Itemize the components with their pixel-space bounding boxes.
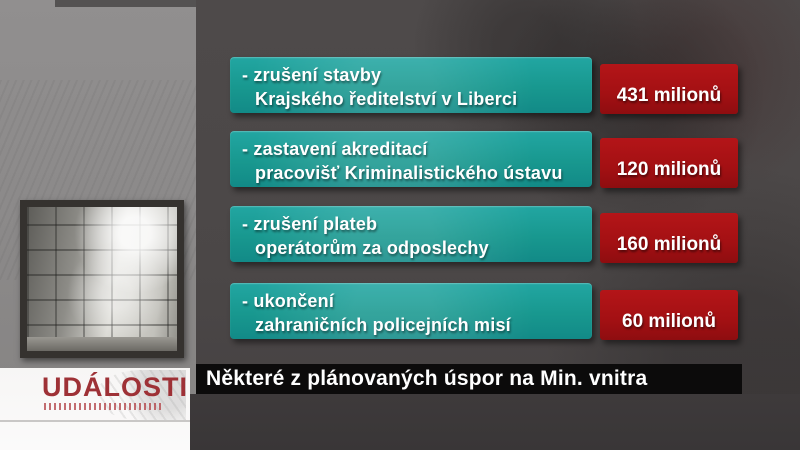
savings-row: - zrušení stavby Krajského ředitelství v… <box>230 57 738 115</box>
savings-amount: 120 milionů <box>600 138 738 188</box>
savings-line2: pracovišť Kriminalistického ústavu <box>255 163 563 183</box>
savings-line1: zrušení stavby <box>253 65 382 85</box>
bullet: - <box>242 65 249 85</box>
globe-graphic <box>96 370 186 420</box>
savings-amount: 160 milionů <box>600 213 738 263</box>
bullet: - <box>242 139 249 159</box>
bullet: - <box>242 291 249 311</box>
savings-item-label: - ukončení zahraničních policejních misí <box>230 283 592 339</box>
bottom-band <box>190 394 800 450</box>
headline-bar: Některé z plánovaných úspor na Min. vnit… <box>196 364 742 394</box>
logo-tick-marks <box>44 403 162 410</box>
savings-item-label: - zrušení stavby Krajského ředitelství v… <box>230 57 592 113</box>
pallet <box>27 337 177 351</box>
savings-item-label: - zrušení plateb operátorům za odposlech… <box>230 206 592 262</box>
savings-row: - zastavení akreditací pracovišť Krimina… <box>230 131 738 189</box>
divider-line <box>0 420 190 422</box>
program-logo: UDÁLOSTI <box>42 372 188 402</box>
savings-line2: zahraničních policejních misí <box>255 315 511 335</box>
savings-amount: 60 milionů <box>600 290 738 340</box>
savings-line2: operátorům za odposlechy <box>255 238 489 258</box>
savings-item-label: - zastavení akreditací pracovišť Krimina… <box>230 131 592 187</box>
savings-line2: Krajského ředitelství v Liberci <box>255 89 518 109</box>
savings-row: - zrušení plateb operátorům za odposlech… <box>230 206 738 264</box>
banknotes-photo <box>20 200 184 358</box>
savings-line1: zrušení plateb <box>253 214 378 234</box>
savings-line1: zastavení akreditací <box>253 139 428 159</box>
savings-row: - ukončení zahraničních policejních misí… <box>230 283 738 341</box>
top-shadow-strip <box>55 0 196 7</box>
savings-line1: ukončení <box>253 291 335 311</box>
banknote-stacks <box>27 207 177 351</box>
logo-band: UDÁLOSTI <box>0 368 190 450</box>
savings-amount: 431 milionů <box>600 64 738 114</box>
bullet: - <box>242 214 249 234</box>
